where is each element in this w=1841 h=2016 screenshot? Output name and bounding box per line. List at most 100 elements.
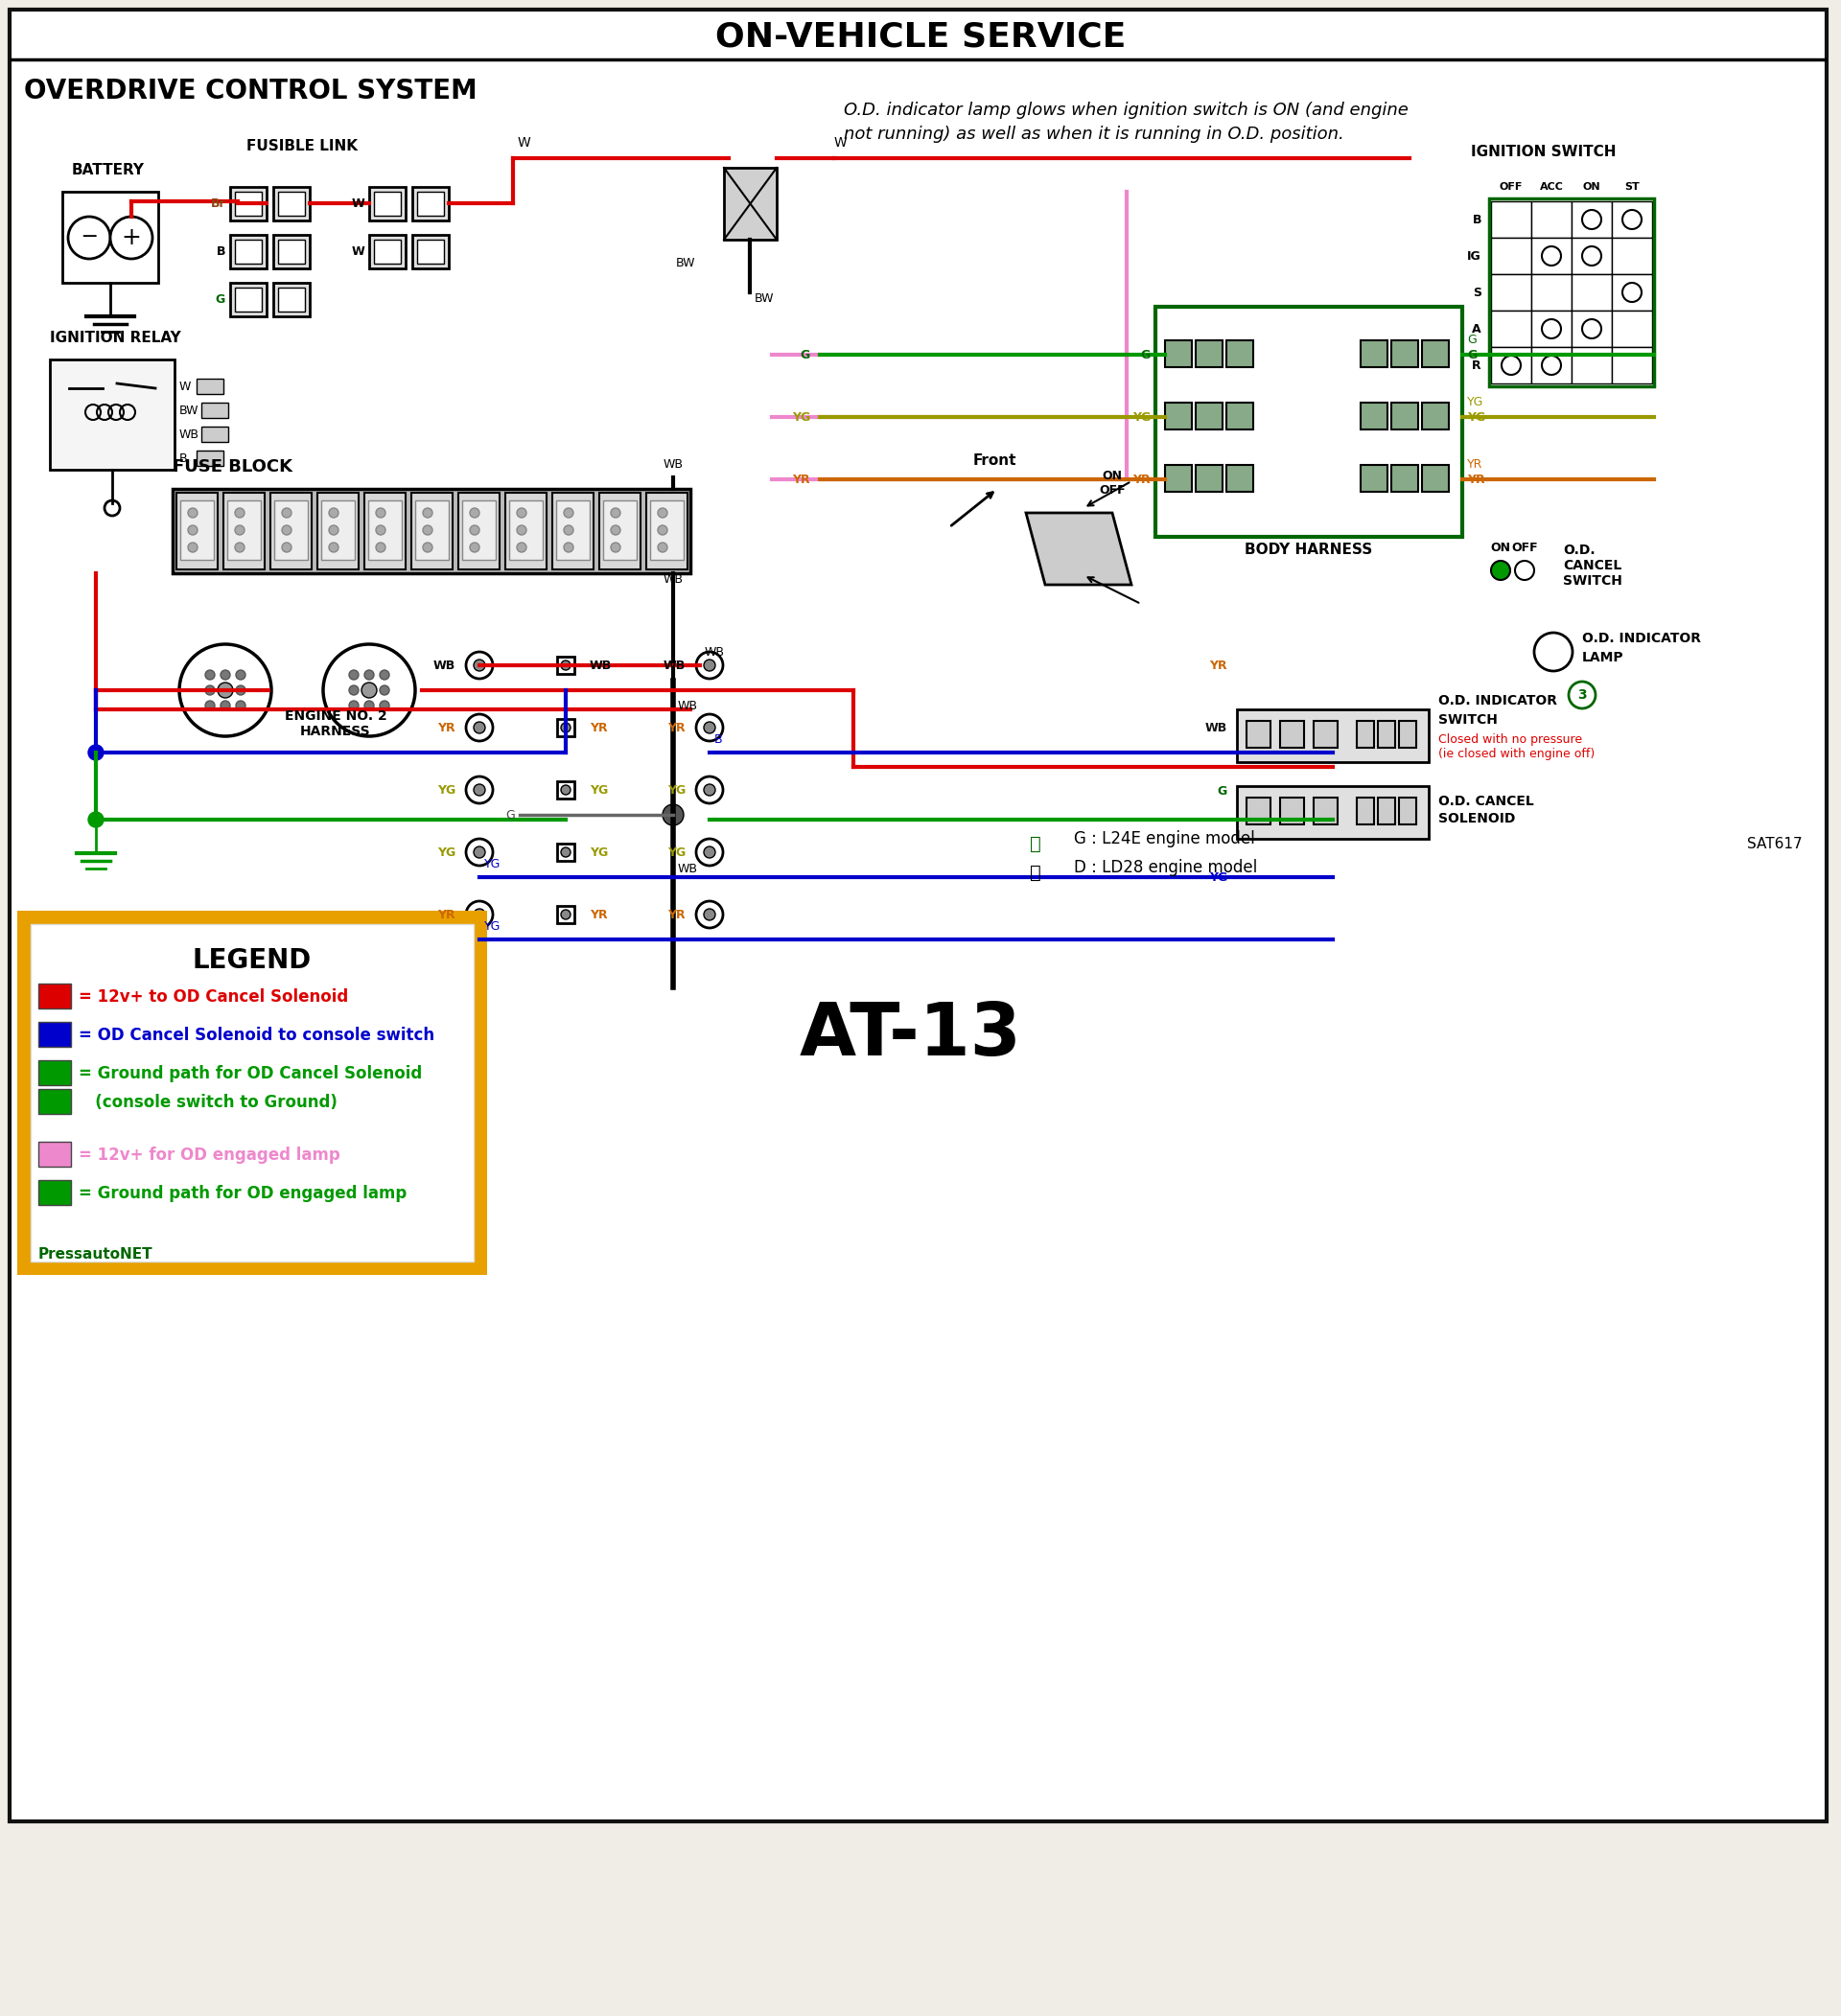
Circle shape bbox=[330, 526, 339, 534]
Circle shape bbox=[350, 685, 359, 696]
Text: WB: WB bbox=[179, 427, 199, 439]
Text: WB: WB bbox=[589, 659, 611, 671]
Bar bbox=[1195, 466, 1222, 492]
Bar bbox=[1572, 274, 1613, 310]
Circle shape bbox=[350, 669, 359, 679]
Text: YG: YG bbox=[666, 847, 685, 859]
Bar bbox=[1613, 274, 1651, 310]
Circle shape bbox=[217, 683, 234, 698]
Circle shape bbox=[1541, 355, 1561, 375]
Text: O.D. INDICATOR: O.D. INDICATOR bbox=[1581, 631, 1701, 645]
Bar bbox=[646, 492, 687, 569]
Circle shape bbox=[657, 542, 668, 552]
Bar bbox=[412, 187, 449, 220]
Text: YG: YG bbox=[792, 411, 810, 423]
Text: D : LD28 engine model: D : LD28 engine model bbox=[1073, 859, 1257, 877]
Circle shape bbox=[1622, 210, 1642, 230]
Text: ON-VEHICLE SERVICE: ON-VEHICLE SERVICE bbox=[714, 20, 1127, 52]
Text: WB: WB bbox=[663, 458, 683, 470]
Circle shape bbox=[330, 542, 339, 552]
Text: YG: YG bbox=[484, 919, 501, 933]
Bar bbox=[1572, 202, 1613, 238]
Circle shape bbox=[466, 651, 493, 679]
Bar bbox=[236, 288, 261, 312]
Circle shape bbox=[236, 702, 245, 710]
Text: O.D.
CANCEL
SWITCH: O.D. CANCEL SWITCH bbox=[1563, 544, 1622, 589]
Text: YR: YR bbox=[589, 722, 608, 734]
Bar bbox=[1226, 466, 1254, 492]
Text: FUSE BLOCK: FUSE BLOCK bbox=[173, 458, 293, 476]
Text: SWITCH: SWITCH bbox=[1438, 714, 1497, 726]
Bar bbox=[278, 192, 306, 216]
Circle shape bbox=[696, 839, 724, 865]
Circle shape bbox=[562, 847, 571, 857]
Text: IGNITION SWITCH: IGNITION SWITCH bbox=[1471, 145, 1616, 159]
Circle shape bbox=[1622, 282, 1642, 302]
Bar bbox=[272, 282, 309, 317]
Circle shape bbox=[105, 500, 120, 516]
Bar bbox=[272, 236, 309, 268]
Bar bbox=[1314, 722, 1338, 748]
Bar bbox=[317, 492, 359, 569]
Text: FUSIBLE LINK: FUSIBLE LINK bbox=[247, 139, 357, 153]
Text: Front: Front bbox=[974, 454, 1016, 468]
Circle shape bbox=[696, 651, 724, 679]
Circle shape bbox=[562, 661, 571, 669]
Circle shape bbox=[282, 526, 291, 534]
Bar bbox=[1489, 198, 1653, 387]
Bar bbox=[365, 492, 405, 569]
Circle shape bbox=[1581, 319, 1602, 339]
Text: W: W bbox=[352, 244, 365, 258]
Circle shape bbox=[563, 526, 573, 534]
Text: BATTERY: BATTERY bbox=[72, 163, 145, 177]
Bar bbox=[1165, 403, 1191, 429]
Text: WB: WB bbox=[1206, 722, 1228, 734]
Bar bbox=[1532, 202, 1572, 238]
Bar bbox=[1195, 403, 1222, 429]
Text: G: G bbox=[506, 808, 515, 821]
Circle shape bbox=[188, 542, 197, 552]
Bar bbox=[1279, 722, 1303, 748]
Bar bbox=[1357, 722, 1373, 748]
Circle shape bbox=[379, 685, 388, 696]
Text: A: A bbox=[1473, 323, 1482, 335]
Bar bbox=[374, 240, 401, 264]
Text: IGNITION RELAY: IGNITION RELAY bbox=[50, 331, 180, 345]
Circle shape bbox=[423, 542, 433, 552]
Bar bbox=[197, 379, 223, 393]
Bar bbox=[556, 500, 589, 560]
Bar bbox=[1237, 786, 1429, 839]
Text: W: W bbox=[517, 137, 530, 149]
Bar bbox=[1421, 403, 1449, 429]
Circle shape bbox=[365, 669, 374, 679]
Text: W: W bbox=[834, 137, 847, 149]
Text: YG: YG bbox=[1132, 411, 1151, 423]
Text: ON: ON bbox=[1491, 542, 1511, 554]
Text: YR: YR bbox=[1132, 474, 1151, 486]
Text: = Ground path for OD Cancel Solenoid: = Ground path for OD Cancel Solenoid bbox=[79, 1064, 422, 1083]
Text: G: G bbox=[1141, 349, 1151, 361]
Text: IG: IG bbox=[1467, 250, 1482, 262]
Text: Br: Br bbox=[210, 198, 225, 210]
Circle shape bbox=[204, 669, 215, 679]
Bar bbox=[197, 450, 223, 466]
Circle shape bbox=[376, 508, 385, 518]
Text: YR: YR bbox=[438, 722, 455, 734]
Circle shape bbox=[473, 909, 486, 919]
Text: (ie closed with engine off): (ie closed with engine off) bbox=[1438, 748, 1594, 760]
Bar bbox=[600, 492, 641, 569]
Text: YG: YG bbox=[589, 847, 608, 859]
Text: YG: YG bbox=[589, 784, 608, 796]
Circle shape bbox=[473, 722, 486, 734]
Bar bbox=[1532, 274, 1572, 310]
Circle shape bbox=[466, 901, 493, 927]
Bar bbox=[180, 500, 214, 560]
Text: YR: YR bbox=[792, 474, 810, 486]
Bar bbox=[1377, 798, 1395, 825]
Circle shape bbox=[611, 542, 620, 552]
Text: G: G bbox=[1467, 349, 1476, 361]
Text: = 12v+ to OD Cancel Solenoid: = 12v+ to OD Cancel Solenoid bbox=[79, 988, 348, 1006]
Bar bbox=[1360, 341, 1388, 367]
Bar bbox=[177, 492, 217, 569]
Circle shape bbox=[379, 669, 388, 679]
